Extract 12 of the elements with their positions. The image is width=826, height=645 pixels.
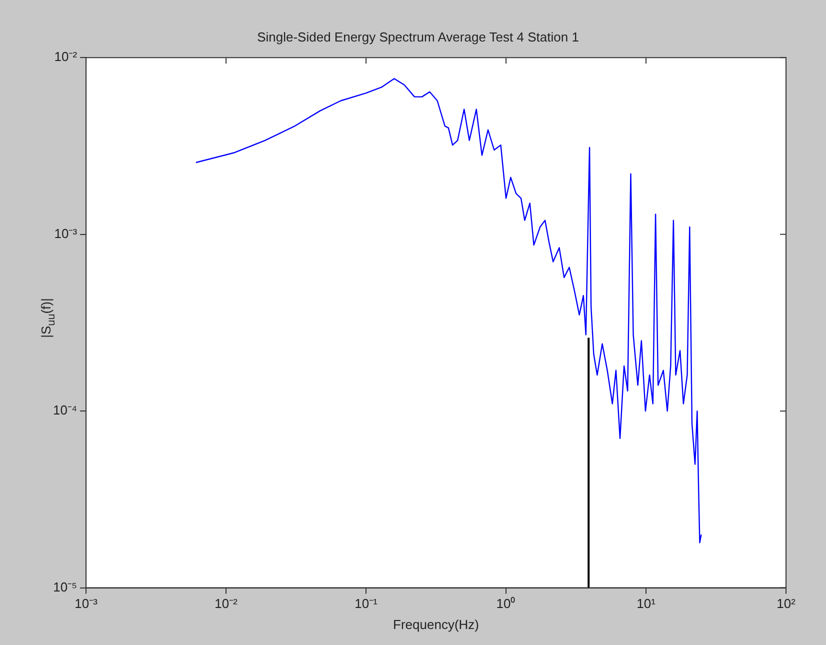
x-tick-label: 10² bbox=[776, 596, 796, 612]
x-tick-label: 10⁻² bbox=[214, 596, 238, 612]
x-tick-label: 10⁻³ bbox=[74, 596, 98, 612]
x-axis-title: Frequency(Hz) bbox=[393, 616, 480, 632]
x-tick-label: 10¹ bbox=[636, 596, 656, 612]
x-tick-label: 10⁰ bbox=[496, 596, 516, 612]
y-tick-label: 10⁻⁴ bbox=[53, 402, 78, 418]
y-tick-label: 10⁻² bbox=[54, 49, 78, 64]
y-tick-label: 10⁻³ bbox=[54, 226, 78, 241]
chart-title: Single-Sided Energy Spectrum Average Test 4 Station 1 bbox=[257, 29, 579, 44]
y-tick-label: 10⁻⁵ bbox=[53, 579, 78, 594]
x-tick-label: 10⁻¹ bbox=[354, 596, 378, 612]
